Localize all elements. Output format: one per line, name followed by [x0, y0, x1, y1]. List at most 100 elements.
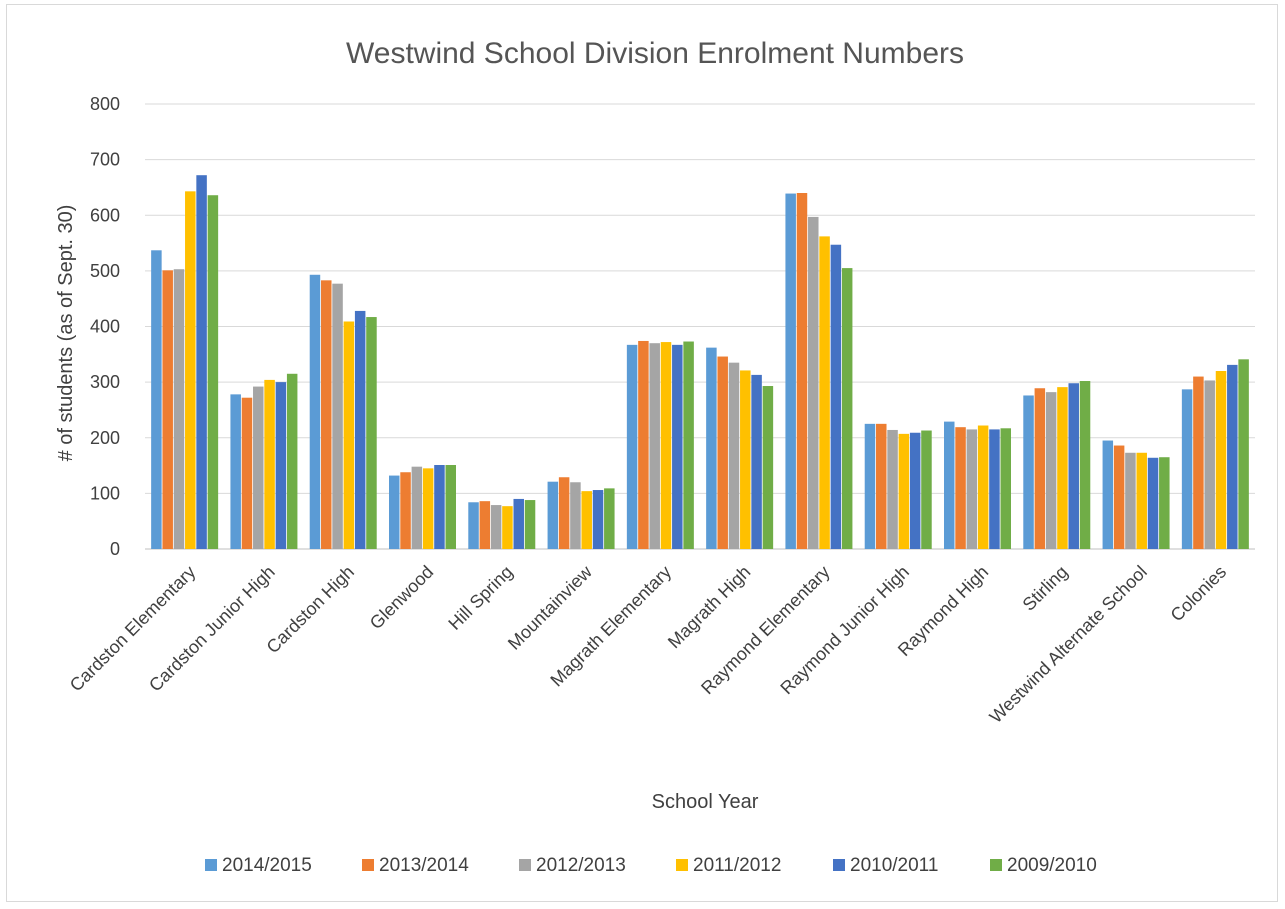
legend-swatch — [833, 859, 845, 871]
legend-swatch — [205, 859, 217, 871]
bar — [490, 505, 502, 549]
y-tick-label: 200 — [90, 428, 120, 448]
bar — [400, 472, 411, 549]
bar — [830, 244, 842, 549]
x-tick-label: Westwind Alternate School — [986, 562, 1151, 727]
y-tick-label: 600 — [90, 205, 120, 225]
legend-label: 2013/2014 — [379, 855, 469, 876]
bar — [1147, 457, 1159, 549]
y-tick-label: 800 — [90, 94, 120, 114]
bar — [955, 427, 966, 549]
bar — [808, 216, 819, 549]
bar — [332, 283, 343, 549]
legend-swatch — [676, 859, 688, 871]
x-tick-label: Cardston Elementary — [66, 562, 200, 696]
bar — [796, 193, 808, 549]
x-tick-label: Raymond Junior High — [777, 562, 914, 699]
bar — [1181, 389, 1193, 549]
bar — [1159, 457, 1170, 549]
bar — [162, 270, 173, 549]
y-axis-ticks: 0 100 200 300 400 500 600 700 800 — [90, 94, 120, 559]
bar — [1204, 380, 1215, 549]
bar — [728, 362, 740, 549]
bar — [241, 397, 253, 549]
y-tick-label: 100 — [90, 483, 120, 503]
bar — [876, 423, 887, 549]
bar — [309, 274, 321, 549]
bar — [785, 193, 796, 549]
bar — [581, 491, 592, 549]
bar — [343, 321, 355, 549]
y-tick-label: 400 — [90, 317, 120, 337]
x-tick-label: Glenwood — [366, 562, 437, 633]
bar — [1227, 364, 1238, 549]
bar — [1079, 381, 1091, 549]
bar — [207, 195, 219, 549]
bar — [173, 269, 185, 549]
legend-label: 2014/2015 — [222, 855, 312, 876]
x-tick-label: Magrath High — [664, 562, 755, 653]
legend-label: 2009/2010 — [1007, 855, 1097, 876]
bar — [898, 433, 910, 549]
legend-label: 2011/2012 — [693, 855, 781, 876]
y-tick-label: 300 — [90, 372, 120, 392]
bar — [1136, 452, 1147, 549]
bar — [411, 466, 423, 549]
bars — [151, 175, 1249, 550]
legend-swatch — [362, 859, 374, 871]
x-tick-label: Hill Spring — [444, 562, 516, 634]
bar — [1034, 388, 1046, 549]
bar — [445, 465, 456, 549]
bar — [479, 501, 491, 549]
bar — [1023, 395, 1034, 549]
bar — [558, 477, 570, 549]
legend: 2014/2015 2013/2014 2012/2013 2011/2012 2010… — [205, 855, 1097, 876]
bar — [1045, 392, 1057, 549]
legend-swatch — [519, 859, 531, 871]
bar — [841, 268, 853, 549]
bar — [672, 344, 683, 549]
bar — [366, 317, 377, 549]
bar — [570, 482, 581, 549]
bar — [230, 394, 241, 549]
bar — [286, 373, 298, 549]
y-tick-label: 700 — [90, 150, 120, 170]
bar — [966, 429, 978, 549]
bar — [253, 386, 264, 549]
chart-title: Westwind School Division Enrolment Numbe… — [346, 37, 964, 70]
y-tick-label: 500 — [90, 261, 120, 281]
bar — [762, 386, 774, 549]
bar — [864, 423, 876, 549]
bar — [626, 344, 638, 549]
bar — [1193, 376, 1204, 549]
bar — [1102, 440, 1114, 549]
bar — [1215, 371, 1227, 549]
bar — [354, 310, 366, 549]
y-tick-label: 0 — [110, 539, 120, 559]
bar — [1068, 383, 1079, 549]
bar — [751, 374, 762, 549]
bar — [592, 490, 604, 549]
bar — [683, 341, 694, 549]
chart-area: Westwind School Division Enrolment Numbe… — [6, 4, 1278, 902]
bar — [321, 280, 332, 549]
bar — [660, 342, 672, 549]
bar — [1125, 452, 1136, 549]
bar — [264, 379, 275, 549]
bar — [1000, 428, 1011, 549]
bar — [275, 382, 287, 549]
bar — [717, 356, 728, 549]
bar — [740, 370, 751, 549]
bar — [989, 429, 1000, 549]
bar — [389, 475, 400, 549]
bar — [434, 465, 445, 549]
bar — [422, 468, 434, 549]
bar — [706, 347, 717, 549]
bar — [921, 430, 932, 549]
bar — [887, 429, 898, 549]
bar — [502, 506, 513, 549]
bar — [604, 488, 615, 549]
chart-svg: Westwind School Division Enrolment Numbe… — [55, 37, 1255, 876]
bar — [819, 236, 830, 549]
